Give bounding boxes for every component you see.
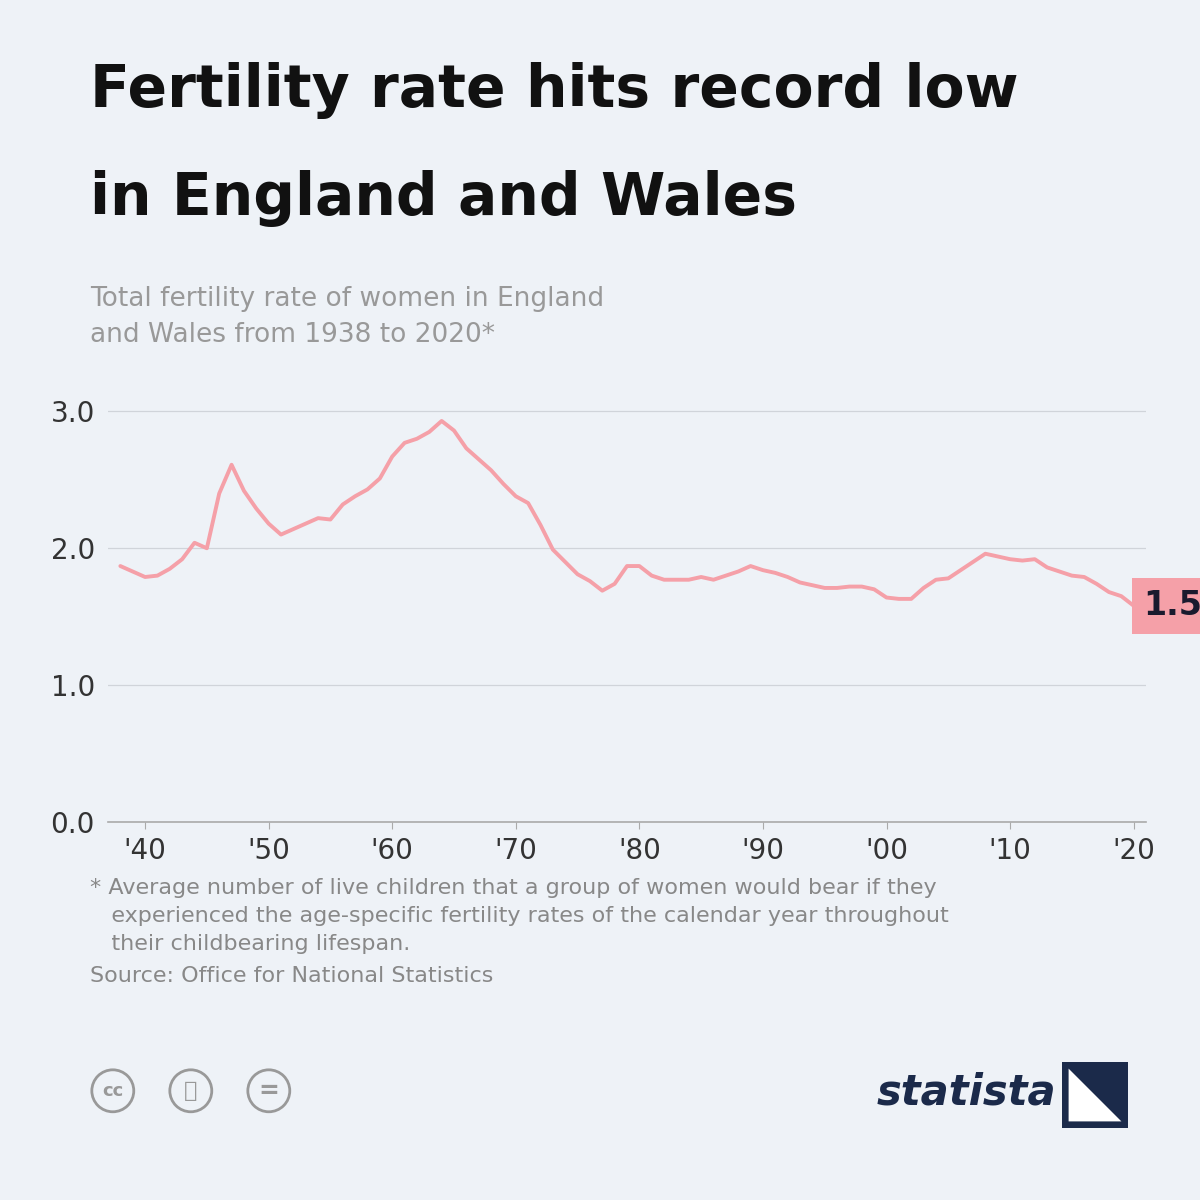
Text: statista: statista <box>876 1072 1056 1114</box>
Polygon shape <box>1062 1062 1128 1128</box>
Polygon shape <box>1068 1068 1122 1121</box>
Text: their childbearing lifespan.: their childbearing lifespan. <box>90 934 410 954</box>
Text: Total fertility rate of women in England: Total fertility rate of women in England <box>90 286 604 312</box>
Text: cc: cc <box>102 1082 124 1099</box>
Text: in England and Wales: in England and Wales <box>90 170 797 228</box>
Text: =: = <box>258 1079 280 1103</box>
Text: Source: Office for National Statistics: Source: Office for National Statistics <box>90 966 493 986</box>
Text: and Wales from 1938 to 2020*: and Wales from 1938 to 2020* <box>90 322 496 348</box>
Text: * Average number of live children that a group of women would bear if they: * Average number of live children that a… <box>90 878 937 899</box>
Text: experienced the age-specific fertility rates of the calendar year throughout: experienced the age-specific fertility r… <box>90 906 949 926</box>
Text: Ⓘ: Ⓘ <box>184 1081 198 1100</box>
Text: Fertility rate hits record low: Fertility rate hits record low <box>90 62 1019 120</box>
Text: 1.58: 1.58 <box>1144 589 1200 623</box>
